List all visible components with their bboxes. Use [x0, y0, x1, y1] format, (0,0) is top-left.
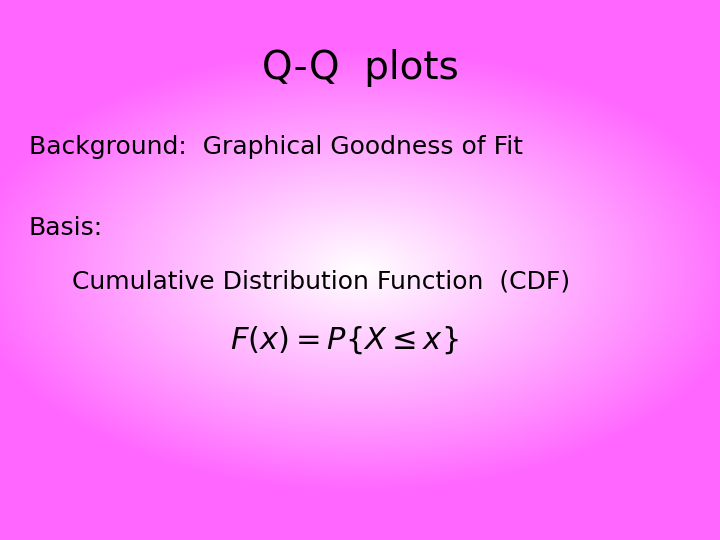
Text: Background:  Graphical Goodness of Fit: Background: Graphical Goodness of Fit	[29, 135, 523, 159]
Text: Q-Q  plots: Q-Q plots	[261, 49, 459, 86]
Text: Basis:: Basis:	[29, 216, 103, 240]
Text: Cumulative Distribution Function  (CDF): Cumulative Distribution Function (CDF)	[72, 270, 570, 294]
Text: $F(x)= P\{X \leq x\}$: $F(x)= P\{X \leq x\}$	[230, 324, 459, 356]
